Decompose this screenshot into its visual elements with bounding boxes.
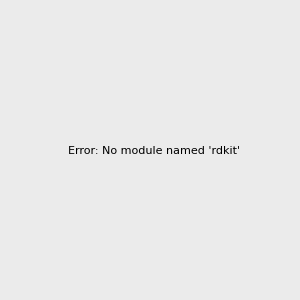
Text: Error: No module named 'rdkit': Error: No module named 'rdkit' — [68, 146, 240, 157]
